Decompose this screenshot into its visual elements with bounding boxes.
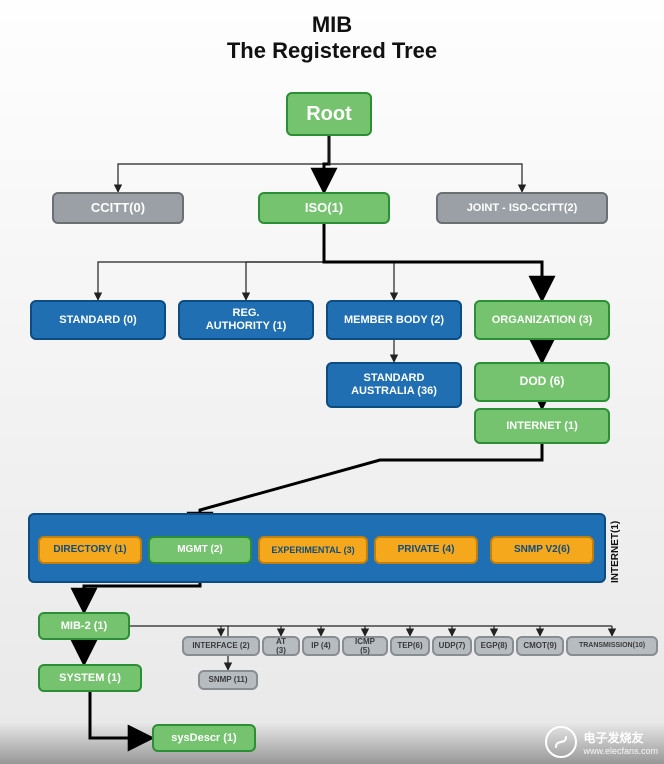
node-sysdescr: sysDescr (1) — [152, 724, 256, 752]
node-org: ORGANIZATION (3) — [474, 300, 610, 340]
node-stdau: STANDARD AUSTRALIA (36) — [326, 362, 462, 408]
node-mgmt: MGMT (2) — [148, 536, 252, 564]
watermark-url: www.elecfans.com — [583, 746, 658, 756]
node-dod: DOD (6) — [474, 362, 610, 402]
title-line1: MIB — [0, 12, 664, 38]
node-egp: EGP(8) — [474, 636, 514, 656]
node-snmp11: SNMP (11) — [198, 670, 258, 690]
watermark-logo-icon — [545, 726, 577, 758]
node-ip: IP (4) — [302, 636, 340, 656]
node-joint: JOINT - ISO-CCITT(2) — [436, 192, 608, 224]
diagram-canvas: MIB The Registered Tree 电子发烧友 www.elecfa… — [0, 0, 664, 764]
node-tep: TEP(6) — [390, 636, 430, 656]
node-system: SYSTEM (1) — [38, 664, 142, 692]
node-member: MEMBER BODY (2) — [326, 300, 462, 340]
node-ccitt: CCITT(0) — [52, 192, 184, 224]
node-std: STANDARD (0) — [30, 300, 166, 340]
node-trans: TRANSMISSION(10) — [566, 636, 658, 656]
node-iface: INTERFACE (2) — [182, 636, 260, 656]
node-exp: EXPERIMENTAL (3) — [258, 536, 368, 564]
internet-container-label: INTERNET(1) — [610, 513, 621, 583]
watermark: 电子发烧友 www.elecfans.com — [545, 726, 658, 758]
watermark-brand: 电子发烧友 — [583, 729, 658, 746]
node-iso: ISO(1) — [258, 192, 390, 224]
node-priv: PRIVATE (4) — [374, 536, 478, 564]
node-snmpv2: SNMP V2(6) — [490, 536, 594, 564]
node-at: AT (3) — [262, 636, 300, 656]
node-internet: INTERNET (1) — [474, 408, 610, 444]
node-root: Root — [286, 92, 372, 136]
node-cmot: CMOT(9) — [516, 636, 564, 656]
node-dir: DIRECTORY (1) — [38, 536, 142, 564]
title-line2: The Registered Tree — [0, 38, 664, 64]
node-mib2: MIB-2 (1) — [38, 612, 130, 640]
node-udp: UDP(7) — [432, 636, 472, 656]
node-reg: REG. AUTHORITY (1) — [178, 300, 314, 340]
node-icmp: ICMP (5) — [342, 636, 388, 656]
